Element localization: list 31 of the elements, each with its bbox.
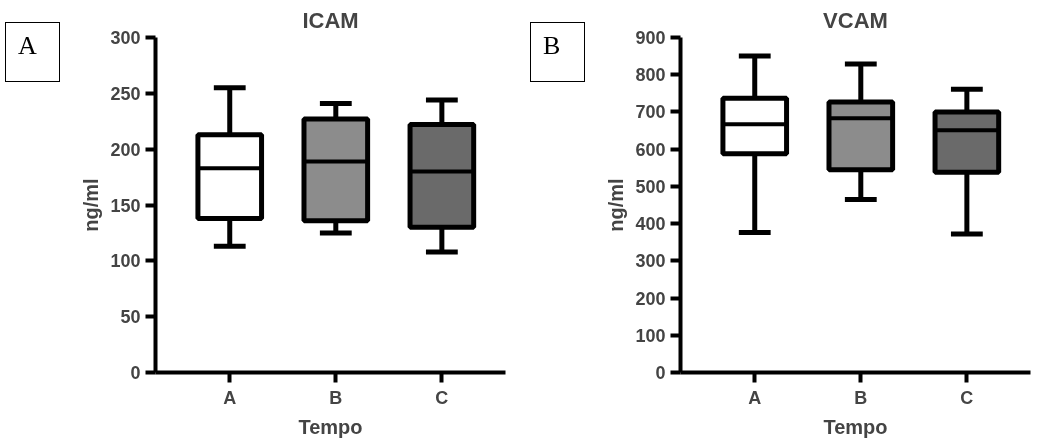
y-axis-title: ng/ml bbox=[605, 178, 628, 232]
x-tick-label: B bbox=[854, 387, 868, 408]
chart-title: ICAM bbox=[302, 7, 359, 33]
x-tick-label: B bbox=[329, 387, 343, 408]
x-tick-label: C bbox=[960, 387, 974, 408]
y-tick-label: 700 bbox=[635, 102, 666, 123]
x-axis-title: Tempo bbox=[298, 415, 363, 438]
x-tick-label: A bbox=[748, 387, 762, 408]
x-axis-title: Tempo bbox=[823, 415, 888, 438]
y-tick-label: 200 bbox=[110, 139, 141, 160]
x-tick-label: A bbox=[223, 387, 237, 408]
y-tick-label: 0 bbox=[130, 363, 141, 383]
x-tick-label: C bbox=[435, 387, 449, 408]
text: B bbox=[543, 30, 561, 62]
y-tick-label: 150 bbox=[110, 195, 141, 216]
y-axis-title: ng/ml bbox=[80, 178, 103, 232]
y-tick-label: 50 bbox=[120, 307, 141, 328]
y-tick-label: 300 bbox=[110, 28, 141, 48]
y-tick-label: 400 bbox=[635, 214, 666, 235]
y-tick-label: 100 bbox=[635, 325, 666, 346]
y-tick-label: 0 bbox=[655, 363, 666, 383]
y-tick-label: 300 bbox=[635, 251, 666, 272]
y-tick-label: 900 bbox=[635, 28, 666, 48]
y-tick-label: 600 bbox=[635, 139, 666, 160]
y-tick-label: 200 bbox=[635, 288, 666, 309]
y-tick-label: 800 bbox=[635, 65, 666, 86]
y-tick-label: 250 bbox=[110, 83, 141, 104]
y-tick-label: 100 bbox=[110, 251, 141, 272]
y-tick-label: 500 bbox=[635, 176, 666, 197]
chart-title: VCAM bbox=[823, 7, 888, 33]
text: A bbox=[18, 30, 37, 62]
